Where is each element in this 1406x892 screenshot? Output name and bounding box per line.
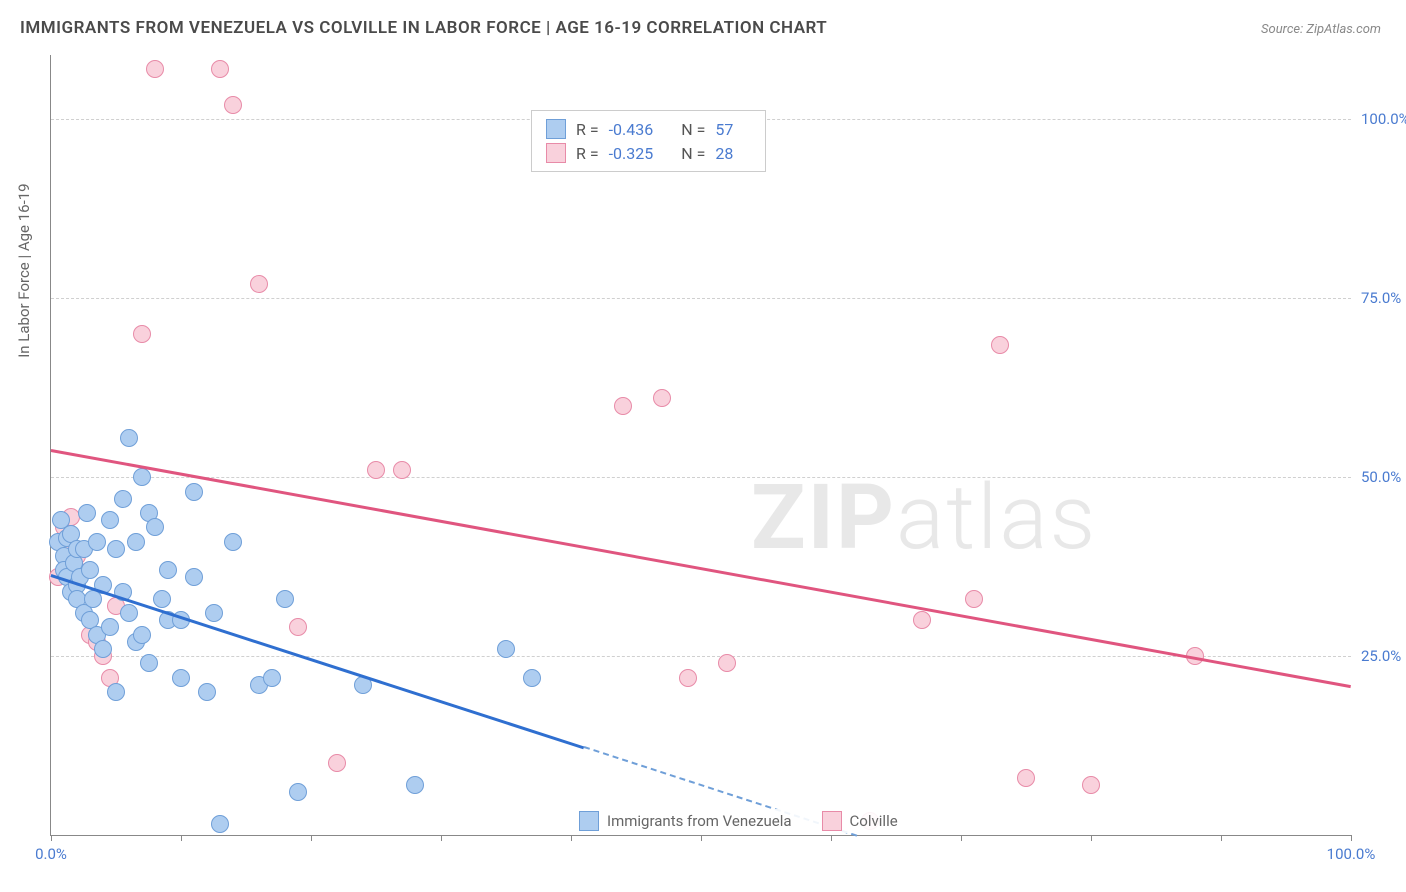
scatter-point-colville xyxy=(614,397,632,415)
trendline xyxy=(51,574,585,749)
scatter-point-venezuela xyxy=(107,683,125,701)
gridline xyxy=(51,298,1351,299)
scatter-point-colville xyxy=(653,389,671,407)
scatter-point-colville xyxy=(393,461,411,479)
x-tick-mark xyxy=(1221,835,1222,841)
scatter-point-colville xyxy=(991,336,1009,354)
y-axis-label: In Labor Force | Age 16-19 xyxy=(15,183,33,357)
scatter-point-colville xyxy=(289,618,307,636)
scatter-point-venezuela xyxy=(81,561,99,579)
legend-row-colville: R = -0.325 N = 28 xyxy=(546,141,751,165)
gridline xyxy=(51,656,1351,657)
scatter-point-venezuela xyxy=(185,483,203,501)
scatter-point-venezuela xyxy=(107,540,125,558)
scatter-point-colville xyxy=(679,669,697,687)
watermark: ZIPatlas xyxy=(751,465,1097,570)
scatter-point-colville xyxy=(250,275,268,293)
scatter-point-venezuela xyxy=(101,511,119,529)
y-tick-label: 75.0% xyxy=(1361,289,1406,307)
scatter-point-venezuela xyxy=(88,533,106,551)
scatter-point-colville xyxy=(133,325,151,343)
scatter-point-colville xyxy=(965,590,983,608)
scatter-point-colville xyxy=(1082,776,1100,794)
scatter-point-venezuela xyxy=(114,490,132,508)
scatter-point-venezuela xyxy=(276,590,294,608)
scatter-point-venezuela xyxy=(133,468,151,486)
x-tick-mark xyxy=(571,835,572,841)
scatter-point-venezuela xyxy=(120,604,138,622)
scatter-point-venezuela xyxy=(127,533,145,551)
scatter-point-venezuela xyxy=(211,815,229,833)
scatter-point-venezuela xyxy=(205,604,223,622)
swatch-colville xyxy=(546,143,566,163)
scatter-point-venezuela xyxy=(120,429,138,447)
scatter-point-venezuela xyxy=(153,590,171,608)
scatter-point-venezuela xyxy=(289,783,307,801)
x-tick-mark xyxy=(181,835,182,841)
scatter-point-venezuela xyxy=(172,669,190,687)
gridline xyxy=(51,477,1351,478)
scatter-point-venezuela xyxy=(140,654,158,672)
scatter-point-venezuela xyxy=(185,568,203,586)
scatter-point-venezuela xyxy=(159,561,177,579)
x-tick-mark xyxy=(1091,835,1092,841)
swatch-venezuela xyxy=(546,119,566,139)
scatter-point-colville xyxy=(367,461,385,479)
scatter-point-colville xyxy=(211,60,229,78)
scatter-point-colville xyxy=(718,654,736,672)
swatch-colville xyxy=(822,811,842,831)
x-tick-mark xyxy=(701,835,702,841)
scatter-point-venezuela xyxy=(94,640,112,658)
scatter-point-venezuela xyxy=(146,518,164,536)
x-tick-mark xyxy=(51,835,52,841)
swatch-venezuela xyxy=(579,811,599,831)
x-tick-mark xyxy=(831,835,832,841)
legend-item-colville: Colville xyxy=(822,811,898,831)
x-tick-mark xyxy=(961,835,962,841)
scatter-point-colville xyxy=(328,754,346,772)
scatter-point-venezuela xyxy=(497,640,515,658)
scatter-point-venezuela xyxy=(198,683,216,701)
scatter-point-colville xyxy=(146,60,164,78)
chart-title: IMMIGRANTS FROM VENEZUELA VS COLVILLE IN… xyxy=(20,18,827,38)
scatter-point-colville xyxy=(1017,769,1035,787)
legend-row-venezuela: R = -0.436 N = 57 xyxy=(546,117,751,141)
y-tick-label: 25.0% xyxy=(1361,647,1406,665)
x-tick-mark xyxy=(1351,835,1352,841)
scatter-point-venezuela xyxy=(224,533,242,551)
x-tick-label: 100.0% xyxy=(1327,845,1376,863)
trendline xyxy=(51,449,1351,688)
legend-item-venezuela: Immigrants from Venezuela xyxy=(579,811,792,831)
scatter-point-venezuela xyxy=(133,626,151,644)
scatter-point-venezuela xyxy=(406,776,424,794)
x-tick-mark xyxy=(441,835,442,841)
series-legend: Immigrants from Venezuela Colville xyxy=(571,809,906,833)
scatter-point-venezuela xyxy=(263,669,281,687)
chart-plot-area: ZIPatlas R = -0.436 N = 57 R = -0.325 N … xyxy=(50,55,1351,836)
y-tick-label: 50.0% xyxy=(1361,468,1406,486)
correlation-legend: R = -0.436 N = 57 R = -0.325 N = 28 xyxy=(531,110,766,172)
scatter-point-colville xyxy=(913,611,931,629)
scatter-point-venezuela xyxy=(101,618,119,636)
x-tick-label: 0.0% xyxy=(35,845,67,863)
source-attribution: Source: ZipAtlas.com xyxy=(1261,22,1381,37)
scatter-point-venezuela xyxy=(78,504,96,522)
y-tick-label: 100.0% xyxy=(1361,110,1406,128)
scatter-point-colville xyxy=(224,96,242,114)
scatter-point-venezuela xyxy=(523,669,541,687)
x-tick-mark xyxy=(311,835,312,841)
